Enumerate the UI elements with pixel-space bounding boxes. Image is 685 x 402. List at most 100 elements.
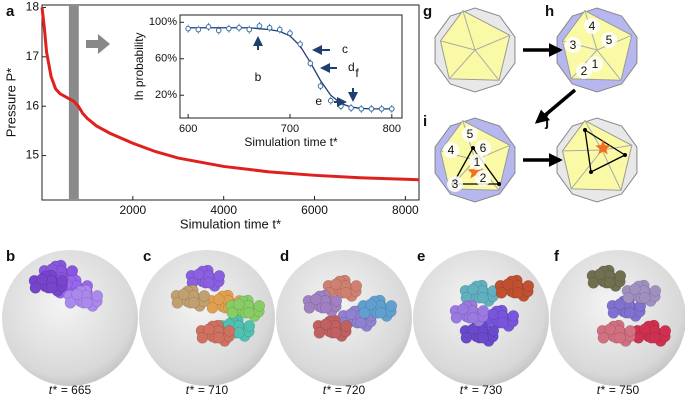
data-point (276, 26, 283, 33)
edge (448, 49, 476, 80)
edge (474, 34, 511, 51)
particle (340, 320, 353, 332)
data-point (307, 60, 314, 67)
time-value: = 730 (472, 383, 503, 397)
particle (614, 331, 626, 344)
data-point (317, 83, 324, 89)
particle (457, 303, 469, 315)
particle (467, 311, 479, 324)
triangle (451, 146, 501, 185)
y-tick-label: 15 (26, 148, 40, 162)
edge (596, 49, 622, 81)
time-caption: t* = 710 (186, 383, 229, 397)
edge (440, 40, 476, 51)
particle (350, 280, 363, 292)
particle (659, 325, 672, 337)
y-axis-label: Ih probability (132, 32, 146, 100)
data-point (378, 106, 385, 112)
particle (594, 268, 606, 280)
particle (233, 298, 245, 310)
triangle (584, 128, 627, 173)
panel-label: g (423, 3, 432, 20)
y-tick-label: 20% (155, 89, 177, 101)
x-tick-label: 700 (281, 123, 299, 135)
number-disc (469, 154, 485, 170)
particle (171, 297, 184, 309)
time-caption: t* = 720 (323, 383, 366, 397)
particle (497, 316, 509, 329)
particle (624, 325, 637, 337)
particle (196, 332, 209, 344)
edge (570, 149, 603, 190)
data-point (226, 25, 232, 32)
particle (320, 318, 332, 330)
particle (213, 270, 226, 282)
star (595, 140, 611, 155)
sphere (550, 250, 685, 386)
x-tick-label: 4000 (210, 203, 237, 217)
vertex (589, 170, 593, 174)
edge (601, 144, 632, 151)
x-tick-label: 8000 (392, 203, 419, 217)
edge (601, 149, 622, 191)
vertex (583, 128, 587, 132)
flow-arrow (534, 88, 577, 124)
time-var: t* (323, 383, 331, 397)
particle (193, 268, 205, 280)
annotation: e (315, 94, 322, 108)
annotation: d (348, 60, 355, 74)
data-point (205, 24, 212, 30)
edge (562, 149, 603, 152)
pressure-line (40, 7, 420, 182)
particle (320, 301, 332, 314)
panel-label: d (280, 248, 289, 265)
particle (203, 323, 215, 335)
x-axis-label: Simulation time t* (180, 216, 281, 231)
particle (460, 332, 473, 344)
vertex (623, 153, 627, 157)
data-point (287, 30, 293, 37)
particle (614, 270, 627, 282)
data-point (389, 106, 395, 112)
particle (624, 306, 636, 319)
y-tick-label: 18 (26, 0, 40, 14)
y-tick-label: 16 (26, 98, 40, 112)
face-number: 4 (448, 143, 455, 157)
x-tick-label: 6000 (301, 203, 328, 217)
particle (213, 331, 225, 344)
data-point (327, 97, 334, 104)
time-var: t* (186, 383, 194, 397)
particle (607, 307, 620, 319)
sphere (139, 250, 275, 386)
data-point (185, 25, 191, 32)
number-disc (576, 63, 592, 79)
data-point (348, 105, 354, 111)
particle (206, 302, 219, 314)
particle (243, 320, 256, 332)
particle (203, 276, 215, 289)
pointer-arrow (86, 34, 110, 54)
face-number: 3 (452, 177, 459, 191)
number-disc (475, 170, 491, 186)
face-number: 6 (480, 141, 487, 155)
particle (597, 332, 610, 344)
vertex (497, 182, 501, 186)
annotation: f (355, 66, 359, 80)
particle (604, 276, 616, 289)
particle (622, 292, 635, 304)
y-tick-label: 100% (149, 16, 177, 28)
face-number: 1 (474, 155, 481, 169)
particle (330, 326, 342, 339)
particle (604, 323, 616, 335)
particle (502, 278, 514, 290)
particle (313, 327, 326, 339)
panel-label: h (545, 3, 554, 20)
panel-label: i (423, 113, 427, 130)
particle (330, 278, 342, 290)
particle (91, 290, 104, 302)
particle (303, 302, 316, 314)
particle (639, 291, 651, 304)
particle (385, 300, 398, 312)
x-tick-label: 800 (383, 123, 401, 135)
